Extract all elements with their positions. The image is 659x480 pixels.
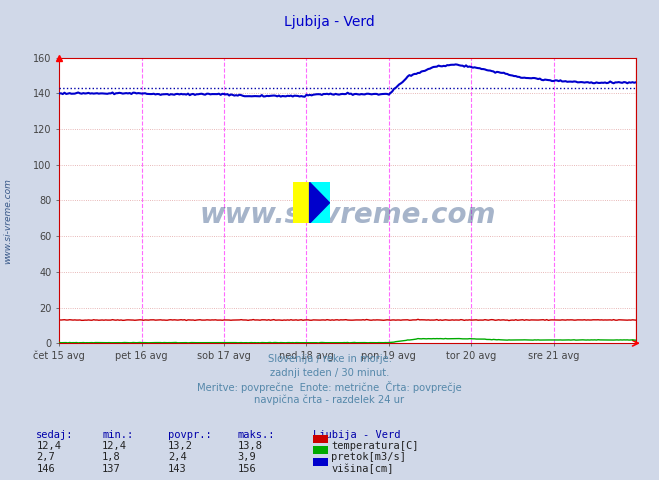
- Text: Ljubija - Verd: Ljubija - Verd: [284, 14, 375, 29]
- Text: min.:: min.:: [102, 430, 133, 440]
- Text: Ljubija - Verd: Ljubija - Verd: [313, 430, 401, 440]
- Text: Slovenija / reke in morje.: Slovenija / reke in morje.: [268, 354, 391, 364]
- Text: 137: 137: [102, 464, 121, 474]
- Text: 13,8: 13,8: [237, 441, 262, 451]
- Text: 12,4: 12,4: [102, 441, 127, 451]
- Text: Meritve: povprečne  Enote: metrične  Črta: povprečje: Meritve: povprečne Enote: metrične Črta:…: [197, 381, 462, 393]
- Text: 2,7: 2,7: [36, 452, 55, 462]
- Text: 1,8: 1,8: [102, 452, 121, 462]
- Text: temperatura[C]: temperatura[C]: [331, 441, 419, 451]
- Polygon shape: [310, 182, 330, 223]
- Text: 3,9: 3,9: [237, 452, 256, 462]
- Text: www.si-vreme.com: www.si-vreme.com: [3, 178, 13, 264]
- Text: maks.:: maks.:: [237, 430, 275, 440]
- Text: 146: 146: [36, 464, 55, 474]
- Text: 156: 156: [237, 464, 256, 474]
- Text: sedaj:: sedaj:: [36, 430, 74, 440]
- Text: pretok[m3/s]: pretok[m3/s]: [331, 452, 407, 462]
- Text: 143: 143: [168, 464, 186, 474]
- Text: povpr.:: povpr.:: [168, 430, 212, 440]
- Text: navpična črta - razdelek 24 ur: navpična črta - razdelek 24 ur: [254, 395, 405, 405]
- Text: 12,4: 12,4: [36, 441, 61, 451]
- Text: 2,4: 2,4: [168, 452, 186, 462]
- Text: 13,2: 13,2: [168, 441, 193, 451]
- Polygon shape: [310, 182, 330, 223]
- Text: zadnji teden / 30 minut.: zadnji teden / 30 minut.: [270, 368, 389, 378]
- Text: višina[cm]: višina[cm]: [331, 464, 394, 474]
- Text: www.si-vreme.com: www.si-vreme.com: [200, 201, 496, 228]
